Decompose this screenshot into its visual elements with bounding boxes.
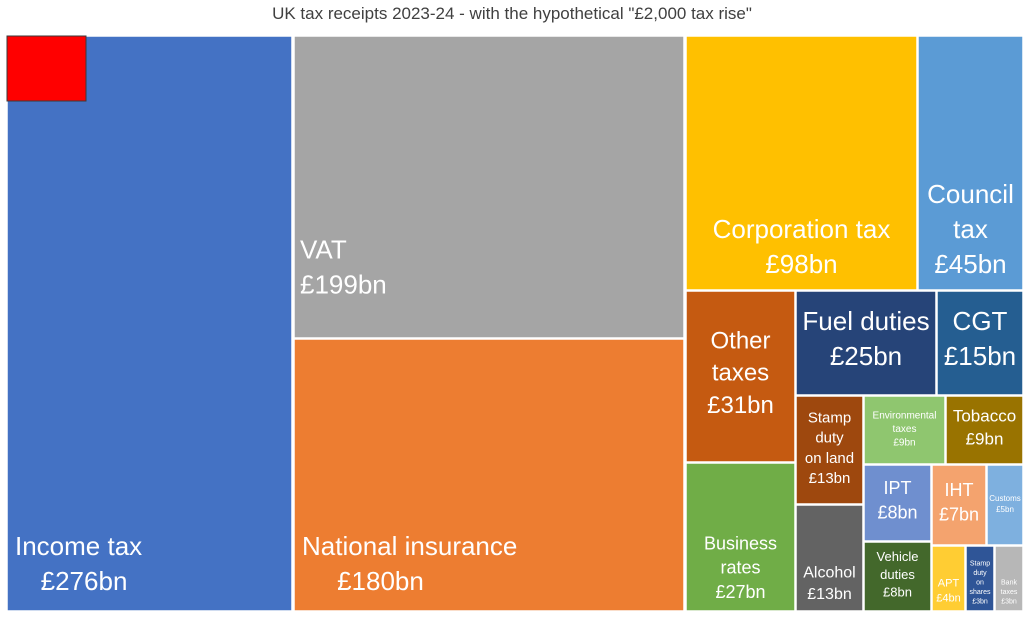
tile-rect-council-tax (917, 35, 1024, 291)
tile-name-environmental-taxes: taxes (893, 424, 917, 435)
tile-name-stamp-duty-land: Stamp (808, 409, 851, 426)
treemap-tile-iht: IHT £7bn (931, 464, 987, 546)
tile-rect-income-tax (6, 35, 293, 612)
tile-value-bank-taxes: £3bn (1001, 599, 1017, 606)
tile-value-national-insurance: £180bn (337, 566, 424, 596)
treemap-tile-national-insurance: National insurance £180bn (293, 338, 685, 612)
treemap-tile-customs: Customs £5bn (986, 464, 1024, 546)
tile-rect-ipt (863, 464, 932, 542)
tile-value-apt: £4bn (936, 593, 960, 605)
tile-value-iht: £7bn (939, 504, 979, 524)
tile-name-stamp-duty-land: on land (805, 450, 854, 467)
treemap-tile-business-rates: Business rates £27bn (685, 462, 796, 612)
tile-name-stamp-duty-land: duty (815, 430, 844, 447)
tile-value-ipt: £8bn (877, 502, 917, 522)
treemap-tile-stamp-duty-shares: Stamp duty on shares £3bn (965, 545, 995, 612)
tile-name-national-insurance: National insurance (302, 531, 517, 561)
tile-name-stamp-duty-shares: shares (969, 589, 991, 596)
tile-rect-corporation-tax (685, 35, 918, 291)
tile-rect-national-insurance (293, 338, 685, 612)
tile-name-ipt: IPT (883, 478, 911, 498)
tile-name-council-tax: Council (927, 179, 1014, 209)
tile-rect-vehicle-duties (863, 541, 932, 612)
treemap-tile-corporation-tax: Corporation tax £98bn (685, 35, 918, 291)
treemap-tile-apt: APT £4bn (931, 545, 966, 612)
tile-name-vehicle-duties: Vehicle (877, 549, 919, 564)
tile-value-corporation-tax: £98bn (765, 249, 837, 279)
tile-name-tobacco: Tobacco (953, 407, 1016, 426)
tile-value-other-taxes: £31bn (707, 392, 774, 419)
treemap-tile-cgt: CGT £15bn (936, 290, 1024, 396)
tile-rect-environmental-taxes (863, 395, 946, 465)
tile-name-environmental-taxes: Environmental (873, 410, 937, 421)
tile-value-tobacco: £9bn (966, 429, 1004, 448)
tile-rect-bank-taxes (994, 545, 1024, 612)
tile-name-other-taxes: taxes (712, 360, 769, 387)
treemap-tile-alcohol: Alcohol £13bn (795, 504, 864, 612)
tile-name-fuel-duties: Fuel duties (802, 306, 929, 336)
tile-name-apt: APT (938, 578, 960, 590)
tile-name-stamp-duty-shares: on (976, 580, 984, 587)
tile-name-bank-taxes: Bank (1001, 580, 1017, 587)
tile-name-income-tax: Income tax (15, 531, 142, 561)
treemap-tile-other-taxes: Other taxes £31bn (685, 290, 796, 463)
treemap-tile-fuel-duties: Fuel duties £25bn (795, 290, 937, 396)
highlight-tax-rise-square (6, 35, 87, 102)
tile-name-iht: IHT (945, 480, 974, 500)
tile-rect-customs (986, 464, 1024, 546)
treemap-tile-vat: VAT £199bn (293, 35, 685, 339)
tile-rect-iht (931, 464, 987, 546)
tile-name-alcohol: Alcohol (803, 564, 855, 581)
tile-name-stamp-duty-shares: duty (973, 570, 987, 577)
tile-name-bank-taxes: taxes (1001, 589, 1018, 596)
tile-rect-stamp-duty-land (795, 395, 864, 505)
tile-rect-cgt (936, 290, 1024, 396)
tile-value-customs: £5bn (996, 505, 1014, 514)
tile-rect-tobacco (945, 395, 1024, 465)
treemap-tile-stamp-duty-land: Stamp duty on land £13bn (795, 395, 864, 505)
tile-name-vehicle-duties: duties (880, 567, 915, 582)
tile-name-other-taxes: Other (710, 327, 770, 354)
tile-name-business-rates: rates (720, 558, 760, 578)
tile-value-environmental-taxes: £9bn (893, 437, 915, 448)
treemap-tile-income-tax: Income tax £276bn (6, 35, 293, 612)
treemap-tile-vehicle-duties: Vehicle duties £8bn (863, 541, 932, 612)
tile-rect-fuel-duties (795, 290, 937, 396)
tile-value-stamp-duty-shares: £3bn (972, 599, 988, 606)
tile-name-business-rates: Business (704, 533, 777, 553)
tile-rect-other-taxes (685, 290, 796, 463)
tile-rect-alcohol (795, 504, 864, 612)
tile-name-corporation-tax: Corporation tax (713, 214, 891, 244)
tile-name-cgt: CGT (953, 306, 1008, 336)
tile-value-vehicle-duties: £8bn (883, 584, 912, 599)
treemap-tile-tobacco: Tobacco £9bn (945, 395, 1024, 465)
tile-value-business-rates: £27bn (715, 582, 765, 602)
tile-value-income-tax: £276bn (41, 566, 128, 596)
tile-value-fuel-duties: £25bn (830, 341, 902, 371)
tile-name-customs: Customs (989, 494, 1021, 503)
tile-value-vat: £199bn (300, 270, 387, 300)
treemap-tile-bank-taxes: Bank taxes £3bn (994, 545, 1024, 612)
chart-title: UK tax receipts 2023-24 - with the hypot… (272, 4, 752, 23)
tile-value-council-tax: £45bn (934, 249, 1006, 279)
treemap-tile-ipt: IPT £8bn (863, 464, 932, 542)
tile-value-stamp-duty-land: £13bn (809, 470, 851, 487)
tile-rect-apt (931, 545, 966, 612)
tile-rect-vat (293, 35, 685, 339)
tile-name-vat: VAT (300, 235, 347, 265)
tile-name-council-tax: tax (953, 214, 988, 244)
treemap-tile-environmental-taxes: Environmental taxes £9bn (863, 395, 946, 465)
tile-name-stamp-duty-shares: Stamp (970, 561, 990, 568)
treemap-tile-council-tax: Council tax £45bn (917, 35, 1024, 291)
tile-rect-business-rates (685, 462, 796, 612)
tile-value-alcohol: £13bn (807, 586, 852, 603)
tile-value-cgt: £15bn (944, 341, 1016, 371)
tile-rect-stamp-duty-shares (965, 545, 995, 612)
